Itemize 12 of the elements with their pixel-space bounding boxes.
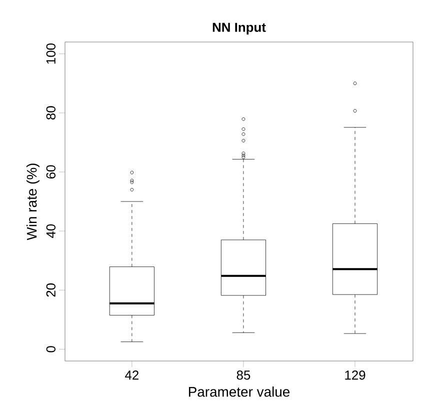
y-tick-label: 20 (46, 283, 56, 297)
y-tick-label: 40 (46, 224, 56, 238)
y-axis-title: Win rate (%) (26, 164, 40, 240)
chart-title: NN Input (212, 22, 266, 34)
y-tick-label: 100 (46, 44, 56, 64)
x-tick-label: 85 (236, 370, 250, 380)
x-axis-title: Parameter value (188, 386, 290, 397)
x-tick-label: 42 (125, 370, 138, 380)
y-tick-label: 60 (46, 165, 56, 179)
y-tick-label: 80 (46, 106, 56, 120)
y-tick-label: 0 (46, 346, 56, 352)
x-tick-label: 129 (345, 370, 366, 380)
